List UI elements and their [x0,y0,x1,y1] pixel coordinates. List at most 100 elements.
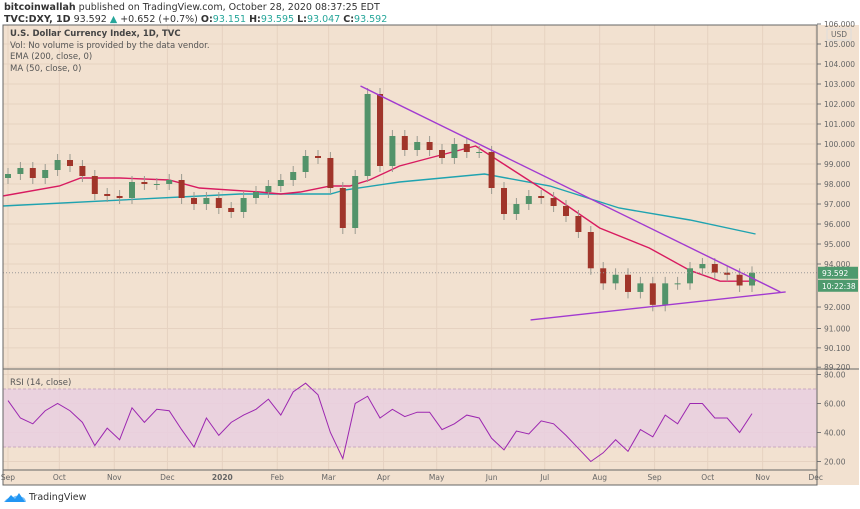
candle [240,198,247,212]
candle [79,166,86,176]
candle [191,198,197,204]
candle [550,198,557,206]
candle [563,206,569,216]
time-label: Apr [377,473,391,482]
price-tick-label: 94.000 [824,260,850,269]
high-label: H: [249,14,261,25]
price-tick-label: 106.000 [824,20,855,29]
price-change: +0.652 (+0.7%) [120,14,198,25]
price-tick-label: 102.000 [824,100,855,109]
price-tick-label: 104.000 [824,60,855,69]
trendline [360,85,781,293]
candle [711,264,718,273]
time-label: Dec [160,473,175,482]
candle [141,182,148,184]
up-arrow-icon: ▲ [109,14,118,25]
candle [649,283,656,305]
open-label: O: [200,14,213,25]
rsi-tick-label: 60.00 [824,400,846,409]
price-tick-label: 103.000 [824,80,855,89]
legend-ema[interactable]: EMA (200, close, 0) [10,52,93,62]
candle [116,196,123,198]
price-tick-label: 89.200 [824,363,850,372]
candle [575,216,582,232]
price-tick-label: 91.000 [824,325,850,334]
close-label: C: [343,14,355,25]
candle [315,156,321,158]
cloud-icon [4,493,26,502]
candle [29,168,36,178]
rsi-line [7,382,753,463]
low-value: 93.047 [306,14,341,25]
time-label: Jul [539,473,549,482]
legend-ma[interactable]: MA (50, close, 0) [10,63,82,74]
publish-text: published on TradingView.com, October 28… [75,2,380,13]
price-tick-label: 97.000 [824,200,850,209]
rsi-band [3,389,817,447]
logo-text: TradingView [29,491,87,503]
symbol: TVC:DXY, 1D [4,14,71,25]
symbol-summary: TVC:DXY, 1D 93.592 ▲ +0.652 (+0.7%) O: 93… [4,14,387,25]
candle [401,136,408,150]
candle [600,268,607,284]
last-price-badge [818,266,858,279]
trendline [530,291,786,321]
candle [476,152,483,153]
author-name[interactable]: bitcoinwallah [4,2,76,13]
candle [290,172,297,180]
candle [17,168,24,174]
countdown-label: 10:22:38 [822,282,856,291]
candle [724,272,731,275]
currency-box [826,28,852,41]
candle [129,182,135,198]
candle [339,188,346,228]
candle [439,150,445,158]
candle [178,180,185,198]
candle [612,274,619,284]
candle [265,186,272,192]
time-label: Feb [271,473,285,482]
price-tick-label: 100.000 [824,140,855,149]
rsi-tick-label: 80.00 [824,371,846,380]
time-label: Jun [485,473,498,482]
candle [153,184,160,185]
candle [451,144,458,158]
candle [215,198,222,208]
candle [587,232,594,269]
candle [426,142,433,150]
candle [302,156,309,172]
legend-title: U.S. Dollar Currency Index, 1D, TVC [10,29,181,39]
low-label: L: [297,14,307,25]
price-tick-label: 101.000 [824,120,855,129]
candle [364,94,371,176]
time-label: Nov [755,473,770,482]
rsi-legend[interactable]: RSI (14, close) [10,378,72,388]
candle [699,264,706,269]
candle [253,192,259,198]
candle [91,176,98,194]
rsi-tick-label: 40.00 [824,429,846,438]
countdown-badge [818,279,858,292]
price-tick-label: 95.000 [824,240,850,249]
price-tick-label: 96.000 [824,220,850,229]
time-label: Mar [322,473,337,482]
candle [637,283,644,292]
candle [525,196,532,204]
high-value: 93.595 [260,14,295,25]
tradingview-logo[interactable]: TradingView [4,491,86,503]
last-price-label: 93.592 [822,269,848,278]
candle [625,274,631,292]
candle [42,170,49,178]
price-axis-background [817,25,859,485]
candle [463,144,470,152]
time-label: Dec [809,473,824,482]
candle [736,274,743,286]
candle [5,174,11,178]
time-label: Sep [1,473,15,482]
candle [203,198,210,204]
close-value: 93.592 [354,14,388,25]
candle [228,208,235,212]
candle [538,196,545,198]
candle [104,194,111,196]
